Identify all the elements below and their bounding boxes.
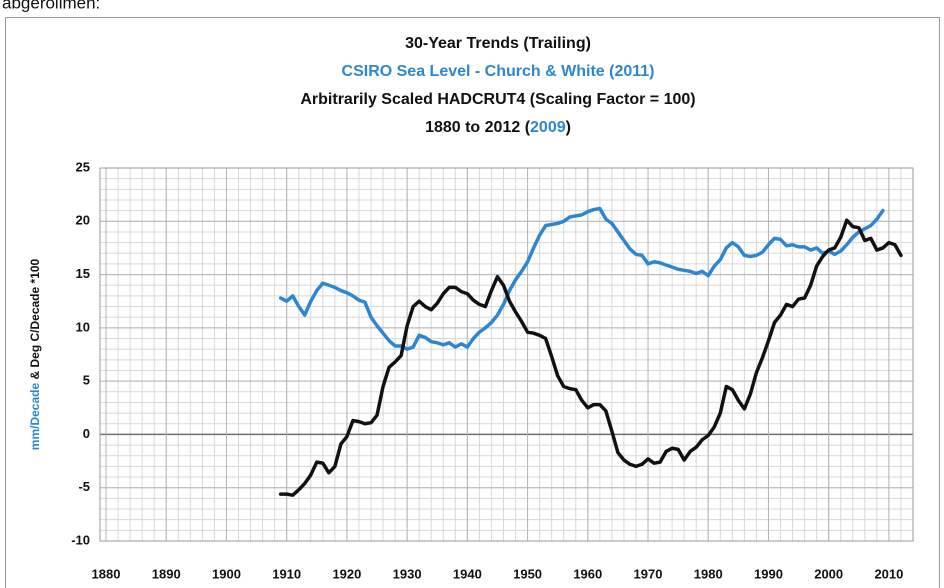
page-caption: abgerollmen:	[2, 0, 100, 12]
x-tick-label: 1900	[212, 566, 241, 581]
x-tick-label: 1880	[92, 566, 121, 581]
y-tick-label: 25	[76, 159, 90, 174]
period-line: 1880 to 2012 (2009)	[425, 119, 571, 136]
x-tick-label: 1960	[573, 566, 602, 581]
chart-subtitle: CSIRO Sea Level - Church & White (2011)	[342, 63, 655, 80]
x-tick-label: 1910	[272, 566, 301, 581]
x-tick-label: 1980	[694, 566, 723, 581]
y-axis-label: mm/Decade & Deg C/Decade *100	[28, 258, 42, 450]
x-tick-label: 2000	[814, 566, 843, 581]
x-tick-label: 1940	[453, 566, 482, 581]
x-tick-label: 1890	[152, 566, 181, 581]
x-tick-label: 1950	[513, 566, 542, 581]
y-tick-label: 20	[76, 213, 90, 228]
y-label-part: mm/Decade	[28, 383, 42, 451]
period-part: 1880 to 2012 (	[425, 119, 531, 136]
y-tick-label: 0	[83, 426, 90, 441]
series-line	[278, 206, 885, 351]
x-tick-label: 1920	[332, 566, 361, 581]
period-part: 2009	[530, 119, 566, 136]
y-tick-label: -5	[78, 479, 90, 494]
chart-subtitle: Arbitrarily Scaled HADCRUT4 (Scaling Fac…	[300, 91, 695, 108]
y-tick-label: 15	[76, 266, 90, 281]
y-tick-label: 10	[76, 319, 90, 334]
y-tick-label: -10	[71, 532, 90, 547]
x-tick-label: 1930	[393, 566, 422, 581]
x-tick-label: 1990	[754, 566, 783, 581]
plot: -10 -5 0 5 10 15 20 25 1880 1890 1900 1910 1920 1930 1…	[28, 159, 914, 581]
y-label-part: & Deg C/Decade *100	[28, 258, 42, 382]
chart-title: 30-Year Trends (Trailing)	[405, 35, 591, 52]
plot-border	[99, 167, 914, 542]
y-tick-label: 5	[83, 373, 90, 388]
x-tick-label: 1970	[634, 566, 663, 581]
titles: 30-Year Trends (Trailing) CSIRO Sea Leve…	[300, 35, 695, 136]
x-tick-label: 2010	[874, 566, 903, 581]
series-line	[278, 218, 903, 497]
period-part: )	[566, 119, 571, 136]
chart-frame	[5, 17, 940, 588]
